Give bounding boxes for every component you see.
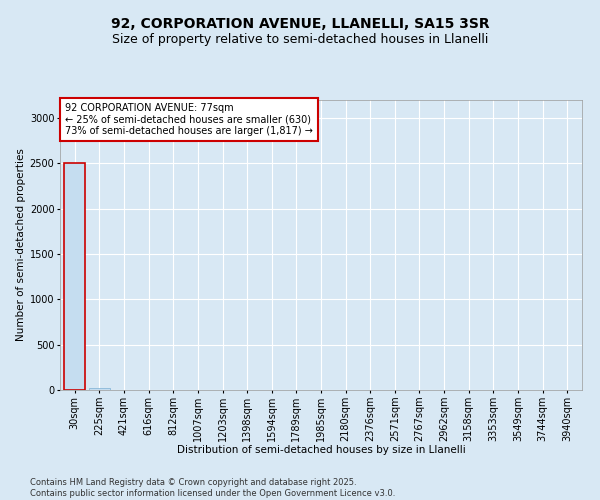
X-axis label: Distribution of semi-detached houses by size in Llanelli: Distribution of semi-detached houses by …	[176, 446, 466, 456]
Text: Size of property relative to semi-detached houses in Llanelli: Size of property relative to semi-detach…	[112, 32, 488, 46]
Bar	[64, 164, 85, 390]
Bar	[89, 388, 110, 390]
Text: 92 CORPORATION AVENUE: 77sqm
← 25% of semi-detached houses are smaller (630)
73%: 92 CORPORATION AVENUE: 77sqm ← 25% of se…	[65, 103, 313, 136]
Text: 92, CORPORATION AVENUE, LLANELLI, SA15 3SR: 92, CORPORATION AVENUE, LLANELLI, SA15 3…	[110, 18, 490, 32]
Text: Contains HM Land Registry data © Crown copyright and database right 2025.
Contai: Contains HM Land Registry data © Crown c…	[30, 478, 395, 498]
Y-axis label: Number of semi-detached properties: Number of semi-detached properties	[16, 148, 26, 342]
